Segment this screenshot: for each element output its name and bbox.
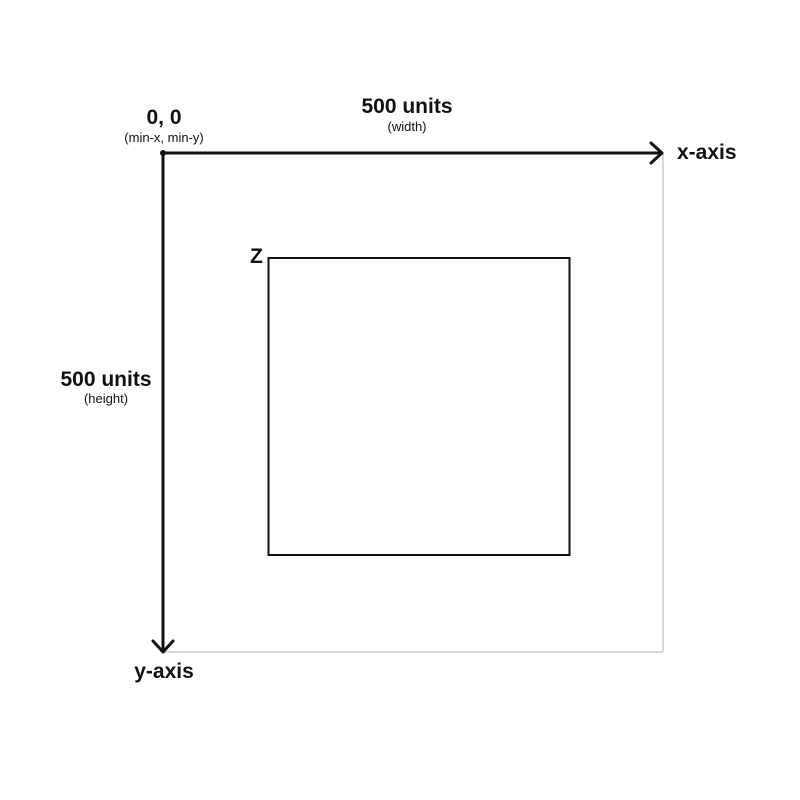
height-label: 500 units	[60, 368, 152, 391]
x-axis-label: x-axis	[677, 141, 737, 164]
width-sub-label: (width)	[387, 119, 427, 134]
origin-point	[160, 150, 166, 156]
width-label: 500 units	[361, 95, 453, 118]
origin-label: 0, 0	[146, 106, 182, 129]
x-axis-arrowhead-icon	[649, 141, 664, 165]
origin-sub-label: (min-x, min-y)	[124, 130, 204, 145]
inner-square	[267, 257, 571, 556]
shape-label: Z	[250, 245, 263, 268]
y-axis-arrowhead-icon	[151, 639, 175, 654]
y-axis-label: y-axis	[134, 660, 194, 683]
height-sub-label: (height)	[83, 391, 129, 406]
